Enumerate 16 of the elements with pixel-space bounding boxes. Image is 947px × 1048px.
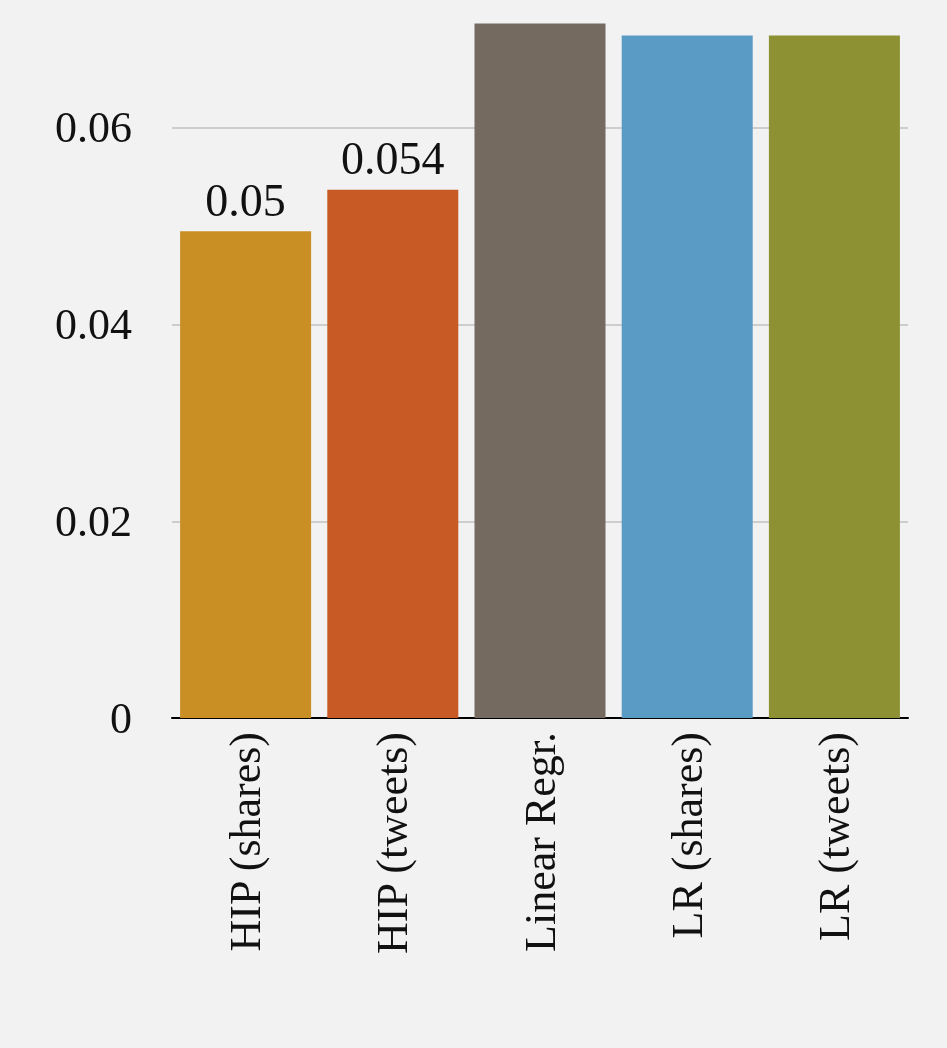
- bar: [474, 23, 606, 718]
- bar: [180, 231, 312, 718]
- x-tick-label: LR (tweets): [809, 732, 859, 941]
- y-tick-label: 0.04: [55, 300, 132, 350]
- x-tick-label: HIP (shares): [221, 732, 271, 952]
- y-tick-label: 0.02: [55, 496, 132, 546]
- data-label: 0.05: [205, 174, 286, 226]
- y-tick-label: 0: [110, 693, 132, 743]
- y-tick-label: 0.06: [55, 103, 132, 153]
- x-tick-label: Linear Regr.: [515, 732, 565, 952]
- bar: [621, 35, 753, 718]
- bar: [327, 189, 459, 718]
- data-label: 0.054: [341, 133, 445, 185]
- x-tick-label: HIP (tweets): [368, 732, 418, 954]
- bar: [768, 35, 900, 718]
- x-tick-label: LR (shares): [662, 732, 712, 939]
